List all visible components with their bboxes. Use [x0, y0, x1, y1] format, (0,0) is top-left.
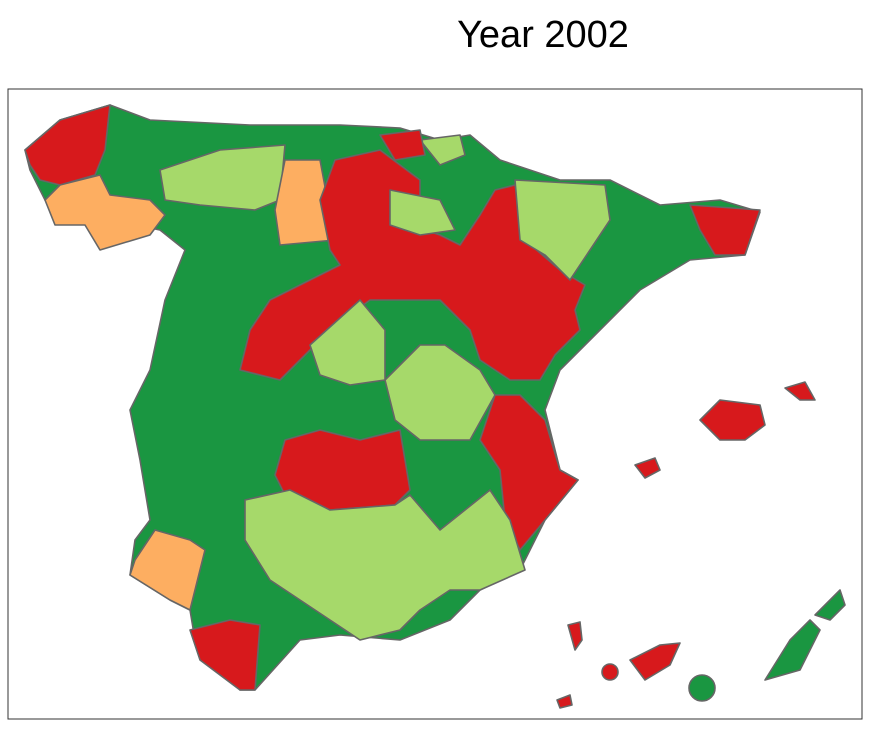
- island: [784, 381, 816, 401]
- provinces: [24, 104, 846, 709]
- island: [556, 694, 573, 709]
- province: [244, 489, 526, 641]
- island: [688, 674, 716, 702]
- province: [274, 429, 411, 511]
- island: [764, 619, 821, 681]
- province: [389, 189, 456, 236]
- island: [567, 621, 583, 651]
- island: [814, 589, 846, 621]
- province: [44, 174, 166, 251]
- island: [634, 457, 661, 479]
- province: [274, 159, 336, 246]
- province: [379, 129, 426, 161]
- map-title: Year 2002: [457, 14, 629, 56]
- island: [629, 642, 681, 681]
- province: [514, 179, 611, 281]
- province: [189, 619, 261, 691]
- province: [419, 134, 466, 166]
- map-frame: [7, 88, 863, 720]
- island: [601, 663, 619, 681]
- province: [129, 529, 206, 611]
- island: [699, 399, 766, 441]
- province: [689, 204, 761, 256]
- province: [159, 144, 286, 211]
- province: [24, 104, 111, 186]
